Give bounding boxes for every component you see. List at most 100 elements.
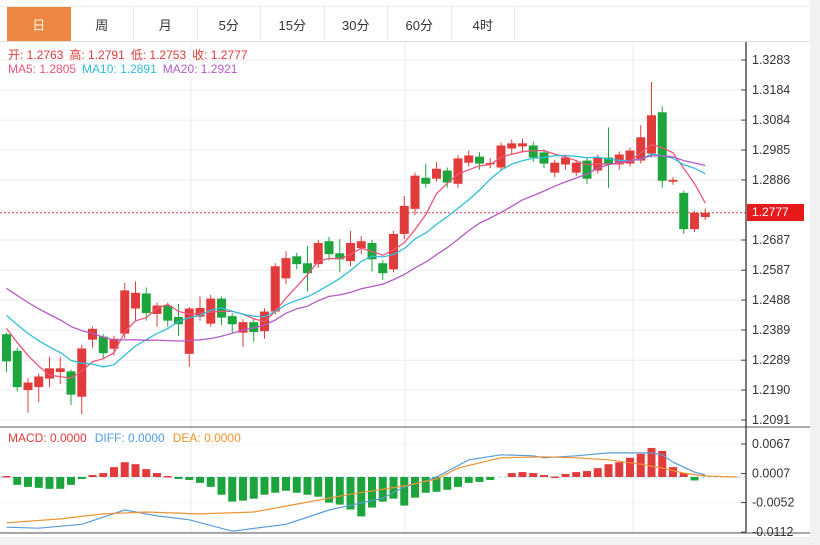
candle-body (378, 263, 388, 274)
price-axis-label: 1.3184 (752, 83, 790, 97)
candle-body (195, 307, 205, 317)
macd-bar (443, 477, 452, 490)
candle-body (507, 143, 517, 149)
candle-body (206, 298, 216, 324)
price-axis-label: 1.2488 (752, 293, 790, 307)
price-axis-label: 1.3084 (752, 113, 790, 127)
candle-body (668, 179, 678, 182)
macd-bar (196, 477, 204, 483)
candle-body (346, 243, 355, 262)
candle-body (614, 154, 624, 165)
legend-item-1: MA10: 1.2891 (82, 62, 157, 76)
macd-bar (228, 477, 237, 502)
ma20-line (6, 155, 706, 342)
candle-body (657, 112, 667, 181)
legend-item-0: 开: 1.2763 (8, 48, 64, 62)
macd-bar (67, 477, 75, 485)
price-axis-label: 1.2289 (752, 353, 790, 367)
tab-timeframe-1[interactable]: 周 (70, 7, 134, 41)
candle-body (389, 233, 398, 270)
macd-bar (174, 477, 183, 479)
candle-body (582, 160, 592, 179)
macd-axis-label: -0.0112 (752, 525, 794, 539)
macd-bar (368, 477, 376, 508)
macd-bar (464, 477, 473, 483)
legend-item-0: MA5: 1.2805 (8, 62, 77, 76)
candle-body (109, 338, 119, 349)
candle-body (238, 322, 248, 333)
candle-body (66, 371, 76, 395)
candle-body (432, 168, 441, 179)
candle-body (2, 334, 11, 362)
candle-body (410, 175, 420, 209)
macd-bar (335, 477, 344, 505)
ma-legend: MA5: 1.2805 MA10: 1.2891 MA20: 1.2921 (8, 62, 243, 76)
tab-timeframe-3[interactable]: 5分 (197, 7, 261, 41)
candle-body (464, 155, 474, 163)
candle-body (163, 305, 173, 321)
candle-body (485, 162, 495, 165)
candle-body (303, 263, 312, 274)
candle-body (356, 241, 366, 249)
chart-window: 1.3283 1.3184 1.3084 1.2985 1.2886 1.2687 1.25… (0, 0, 810, 539)
macd-bar (421, 477, 430, 493)
candle-body (700, 212, 710, 218)
ma5-line (5, 143, 706, 379)
tab-timeframe-0[interactable]: 日 (7, 7, 71, 41)
macd-bar (529, 473, 538, 477)
macd-bar (217, 477, 226, 495)
price-axis-label: 1.2587 (752, 263, 790, 277)
macd-bar (518, 472, 527, 477)
candle-body (120, 290, 130, 334)
macd-axis-label: 0.0007 (752, 467, 790, 481)
candle-body (281, 258, 291, 279)
macd-bar (142, 469, 151, 477)
legend-item-2: DEA: 0.0000 (172, 431, 241, 445)
candle-body (249, 322, 259, 333)
candle-body (88, 328, 97, 340)
ma10-line (6, 153, 706, 368)
candle-body (453, 158, 463, 184)
macd-bar (690, 477, 699, 481)
macd-bar (604, 464, 613, 477)
macd-bar (13, 477, 22, 485)
candle-body (528, 145, 538, 158)
tab-timeframe-6[interactable]: 60分 (388, 7, 452, 41)
candle-body (561, 157, 570, 165)
candle-body (131, 292, 140, 309)
candle-body (604, 157, 613, 165)
macd-bar (239, 477, 247, 501)
price-axis-label: 1.2389 (752, 323, 790, 337)
candle-body (550, 162, 560, 173)
legend-item-0: MACD: 0.0000 (8, 431, 87, 445)
macd-bar (131, 464, 140, 477)
macd-bar (163, 476, 172, 478)
candle-body (227, 316, 237, 325)
legend-item-1: DIFF: 0.0000 (94, 431, 165, 445)
tab-timeframe-4[interactable]: 15分 (261, 7, 325, 41)
candle-body (625, 150, 635, 164)
macd-bar (507, 473, 516, 477)
candle-body (571, 162, 581, 173)
candle-body (77, 348, 87, 397)
macd-bar (550, 476, 559, 479)
macd-bar (271, 477, 280, 493)
candle-body (98, 336, 108, 354)
macd-bar (110, 467, 118, 477)
macd-bar (282, 477, 290, 491)
macd-bar (34, 477, 43, 488)
macd-bar (88, 475, 97, 477)
tab-timeframe-5[interactable]: 30分 (324, 7, 388, 41)
candle-body (421, 177, 431, 184)
price-axis-label: 1.2190 (752, 383, 790, 397)
macd-bar (572, 472, 581, 477)
candle-body (292, 256, 302, 265)
tab-timeframe-2[interactable]: 月 (134, 7, 198, 41)
candle-body (335, 253, 345, 260)
candle-body (23, 382, 33, 391)
candle-body (152, 305, 162, 314)
candle-body (324, 241, 334, 255)
candle-body (690, 212, 699, 230)
tab-timeframe-7[interactable]: 4时 (451, 7, 515, 41)
